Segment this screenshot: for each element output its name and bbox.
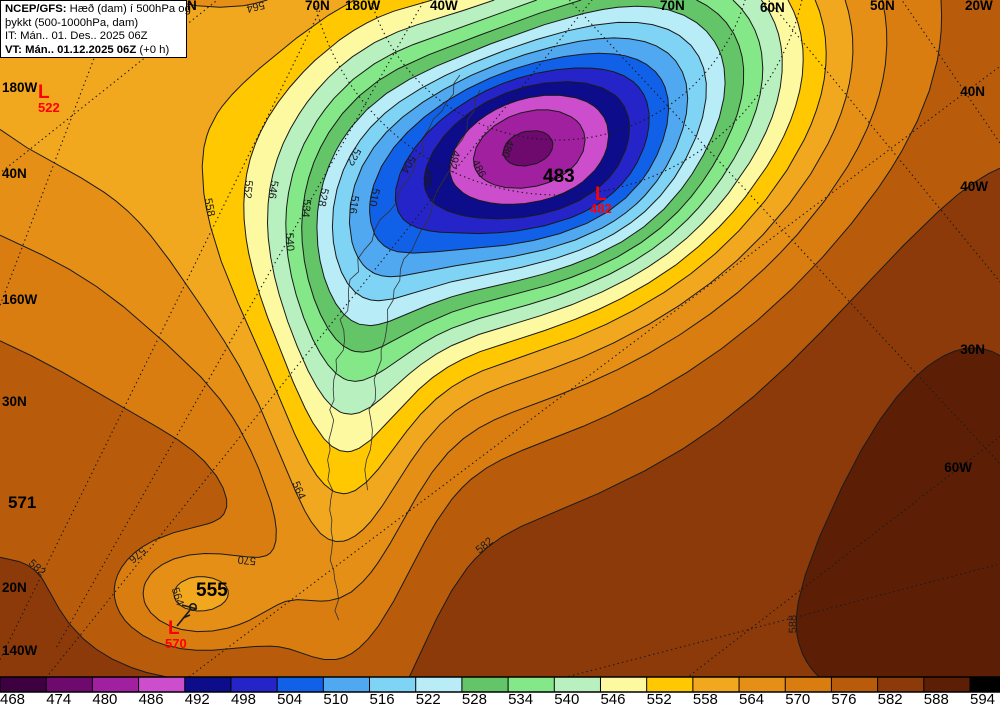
svg-text:555: 555 [196,580,228,601]
svg-text:534: 534 [299,199,313,218]
svg-text:570: 570 [785,691,810,707]
svg-text:40W: 40W [430,0,458,13]
svg-text:504: 504 [277,691,302,707]
svg-text:60W: 60W [944,460,972,475]
svg-text:40W: 40W [960,179,988,194]
svg-text:528: 528 [462,691,487,707]
svg-text:594: 594 [970,691,995,707]
svg-text:160W: 160W [2,292,38,307]
svg-text:498: 498 [231,691,256,707]
svg-text:498: 498 [421,168,434,187]
svg-text:483: 483 [543,166,575,187]
svg-text:474: 474 [46,691,71,707]
svg-text:570: 570 [237,553,256,567]
svg-text:522: 522 [38,100,60,115]
svg-text:30N: 30N [2,394,27,409]
svg-text:70N: 70N [305,0,330,13]
svg-text:20N: 20N [2,580,27,595]
svg-text:576: 576 [831,691,856,707]
svg-text:180W: 180W [2,80,38,95]
svg-text:571: 571 [8,493,36,512]
svg-text:30N: 30N [960,342,985,357]
svg-text:40N: 40N [2,166,27,181]
svg-text:588: 588 [787,615,799,634]
svg-text:510: 510 [323,691,348,707]
svg-text:480: 480 [92,691,117,707]
svg-text:534: 534 [508,691,533,707]
svg-text:40N: 40N [960,84,985,99]
svg-text:492: 492 [185,691,210,707]
svg-text:516: 516 [346,195,360,215]
svg-text:540: 540 [283,232,296,251]
svg-text:60N: 60N [760,0,785,15]
svg-text:546: 546 [600,691,625,707]
svg-text:570: 570 [165,636,187,651]
svg-text:140W: 140W [2,643,38,658]
svg-text:522: 522 [416,691,441,707]
svg-text:564: 564 [739,691,764,707]
svg-text:468: 468 [0,691,25,707]
svg-text:516: 516 [370,691,395,707]
svg-text:552: 552 [241,180,255,199]
svg-text:486: 486 [139,691,164,707]
svg-text:558: 558 [693,691,718,707]
svg-text:20W: 20W [965,0,993,13]
svg-text:180W: 180W [345,0,381,13]
svg-text:70N: 70N [660,0,685,13]
svg-text:540: 540 [554,691,579,707]
svg-text:482: 482 [590,201,612,216]
svg-text:588: 588 [924,691,949,707]
svg-text:582: 582 [878,691,903,707]
svg-text:552: 552 [647,691,672,707]
svg-text:50N: 50N [870,0,895,13]
